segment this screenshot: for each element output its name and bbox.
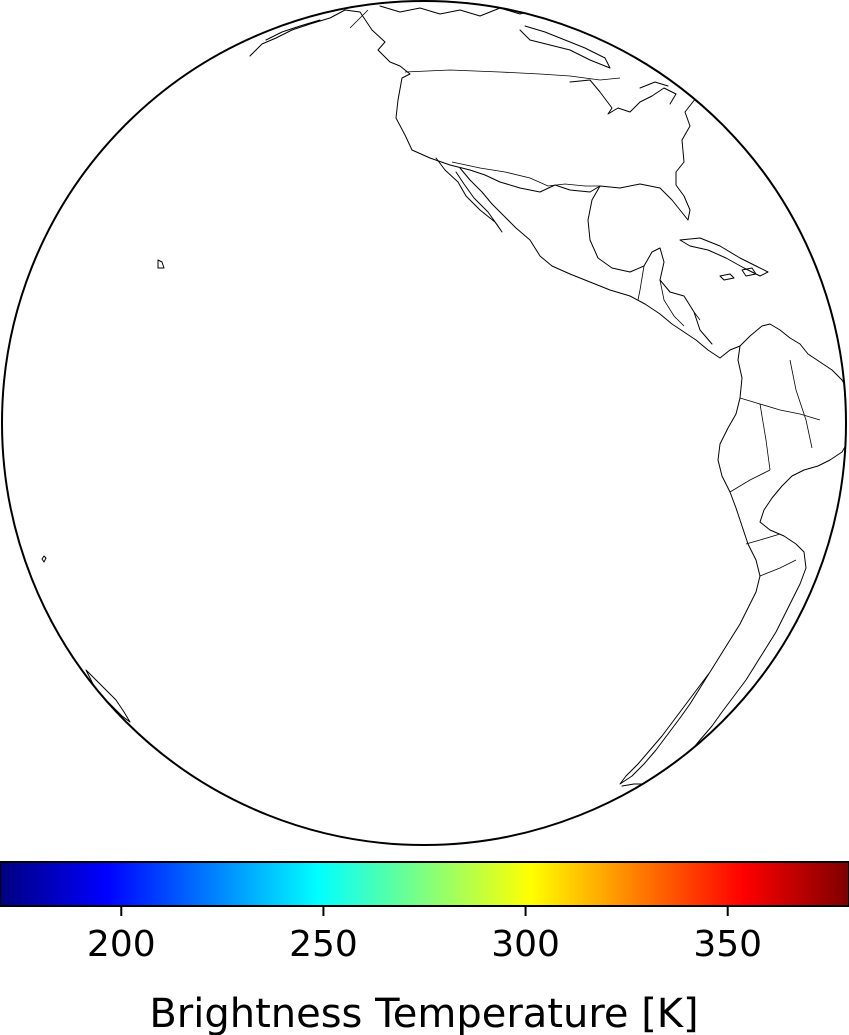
- coastline-hudson-great-lakes: [569, 79, 677, 115]
- colorbar-gradient: [0, 861, 849, 907]
- coastline-caribbean: [719, 267, 757, 281]
- coastline-hawaii: [157, 259, 165, 269]
- colorbar-label: Brightness Temperature [K]: [149, 991, 698, 1035]
- globe-disk: [2, 1, 846, 845]
- colorbar-tick-label: 300: [491, 924, 560, 965]
- coastline-alaska: [344, 9, 721, 221]
- colorbar-tick-label: 350: [693, 924, 762, 965]
- coastline-pacific-island: [41, 555, 47, 563]
- colorbar: 200 250 300 350 Brightness Temperature [K]: [0, 861, 849, 1035]
- coastline-south-america-west: [619, 323, 846, 785]
- globe-outline: [1, 0, 847, 846]
- coastline-cuba: [679, 237, 769, 277]
- border-us-canada: [349, 9, 621, 81]
- colorbar-tick-label: 250: [289, 924, 358, 965]
- coastline-alaska-peninsula: [249, 9, 346, 57]
- border-us-mexico: [451, 161, 600, 187]
- globe: [1, 0, 847, 846]
- coastline-gulf-of-mexico: [587, 185, 713, 345]
- border-central-america: [637, 265, 701, 327]
- coastlines: [41, 5, 846, 787]
- coastline-mexico: [435, 157, 741, 359]
- border-south-america: [729, 359, 821, 577]
- colorbar-tick-label: 200: [87, 924, 156, 965]
- colorbar-ticks: 200 250 300 350: [87, 906, 762, 965]
